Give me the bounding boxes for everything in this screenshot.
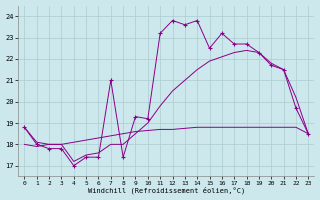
X-axis label: Windchill (Refroidissement éolien,°C): Windchill (Refroidissement éolien,°C) xyxy=(88,187,245,194)
